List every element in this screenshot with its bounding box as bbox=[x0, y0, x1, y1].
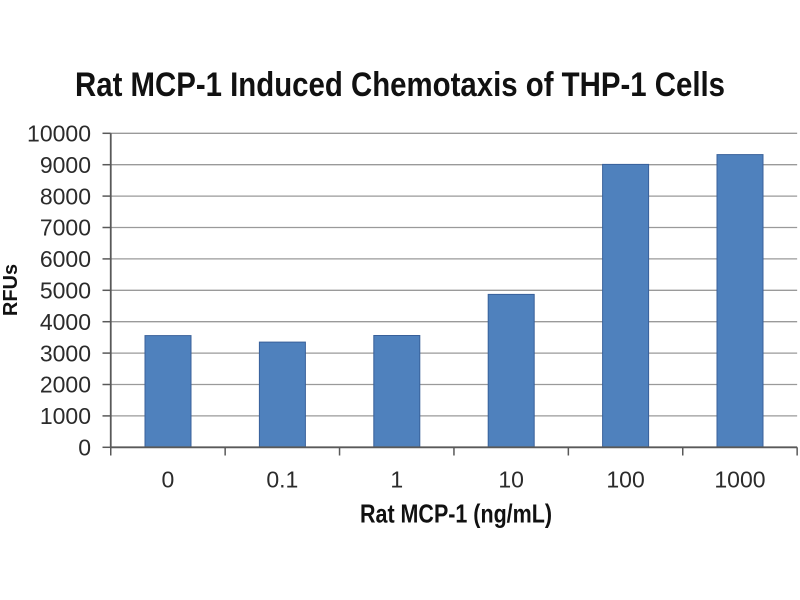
svg-text:3000: 3000 bbox=[40, 340, 91, 366]
svg-text:0: 0 bbox=[78, 435, 91, 461]
svg-text:100: 100 bbox=[606, 466, 644, 492]
svg-text:0.1: 0.1 bbox=[266, 466, 298, 492]
svg-text:7000: 7000 bbox=[40, 215, 91, 241]
svg-text:1: 1 bbox=[390, 466, 403, 492]
svg-text:RFUs: RFUs bbox=[0, 264, 22, 316]
svg-text:Rat MCP-1 Induced Chemotaxis o: Rat MCP-1 Induced Chemotaxis of THP-1 Ce… bbox=[75, 66, 725, 104]
svg-text:6000: 6000 bbox=[40, 246, 91, 272]
svg-text:2000: 2000 bbox=[40, 372, 91, 398]
svg-text:0: 0 bbox=[162, 466, 175, 492]
svg-text:8000: 8000 bbox=[40, 183, 91, 209]
svg-text:Rat MCP-1 (ng/mL): Rat MCP-1 (ng/mL) bbox=[360, 499, 552, 529]
svg-text:10: 10 bbox=[498, 466, 524, 492]
svg-text:1000: 1000 bbox=[40, 403, 91, 429]
svg-text:1000: 1000 bbox=[714, 466, 765, 492]
svg-text:10000: 10000 bbox=[27, 121, 91, 147]
svg-text:5000: 5000 bbox=[40, 278, 91, 304]
svg-text:9000: 9000 bbox=[40, 152, 91, 178]
svg-text:4000: 4000 bbox=[40, 309, 91, 335]
